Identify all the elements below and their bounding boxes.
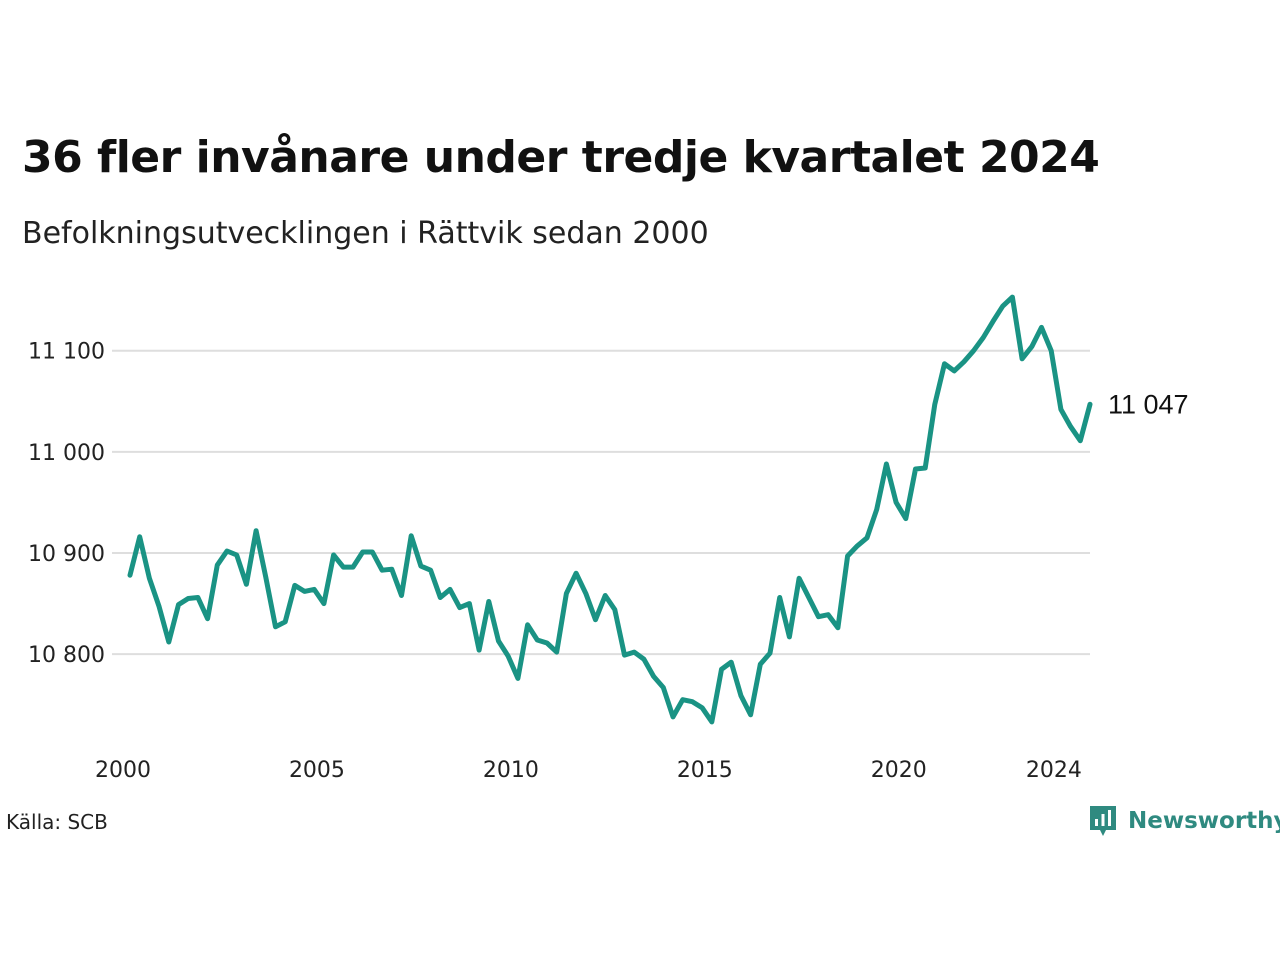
x-tick-label: 2010 xyxy=(483,758,539,783)
series-line xyxy=(127,294,1093,725)
y-axis-tick-labels: 10 800 10 900 11 000 11 100 xyxy=(28,340,105,668)
y-tick-label: 11 100 xyxy=(28,340,105,365)
x-tick-label: 2000 xyxy=(95,758,151,783)
brand-logo[interactable]: Newsworthy xyxy=(1088,804,1280,838)
chart-subtitle: Befolkningsutvecklingen i Rättvik sedan … xyxy=(22,216,709,251)
x-tick-label: 2024 xyxy=(1026,758,1082,783)
source-label: Källa: SCB xyxy=(6,810,108,834)
y-tick-label: 11 000 xyxy=(28,441,105,466)
x-axis-tick-labels: 2000 2005 2010 2015 2020 2024 xyxy=(95,758,1082,783)
x-tick-label: 2020 xyxy=(871,758,927,783)
series-group xyxy=(127,294,1093,725)
annotations: 11 047 xyxy=(1108,389,1189,419)
y-tick-label: 10 800 xyxy=(28,643,105,668)
newsworthy-logo-icon xyxy=(1090,806,1116,836)
brand-name: Newsworthy xyxy=(1128,808,1280,834)
end-value-label: 11 047 xyxy=(1108,389,1189,419)
y-tick-label: 10 900 xyxy=(28,542,105,567)
x-tick-label: 2015 xyxy=(677,758,733,783)
chart-title: 36 fler invånare under tredje kvartalet … xyxy=(22,132,1100,183)
x-tick-label: 2005 xyxy=(289,758,345,783)
